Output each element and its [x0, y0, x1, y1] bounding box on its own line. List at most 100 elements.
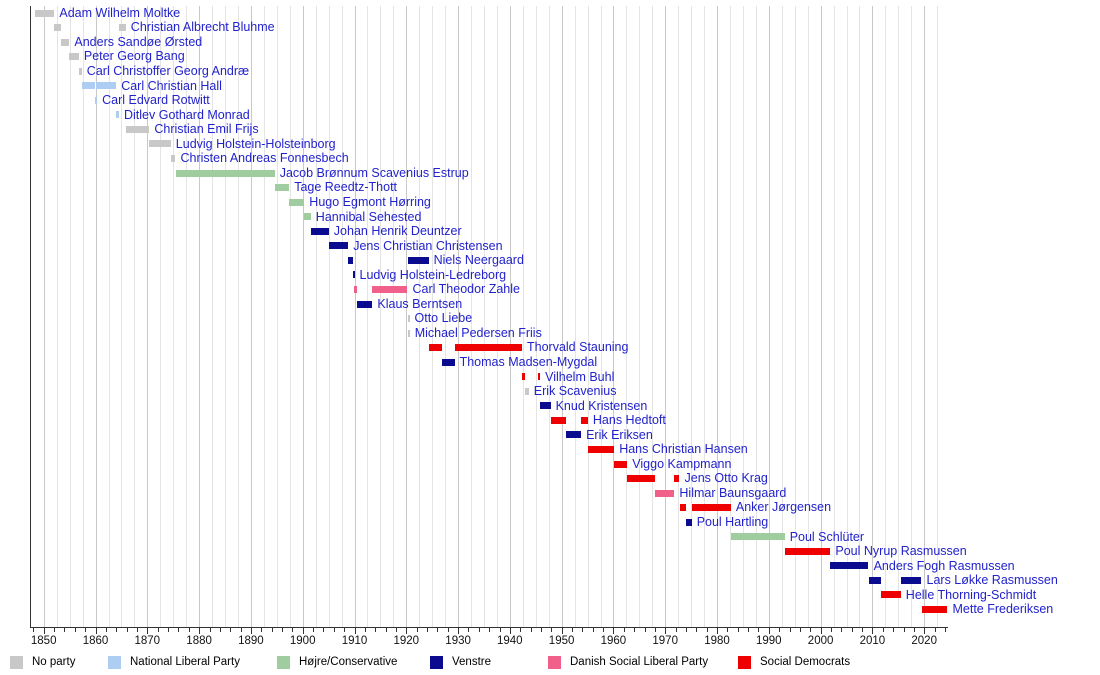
x-axis-minor-tick [240, 628, 242, 632]
gridline [626, 6, 628, 627]
x-axis-tick-label: 1920 [393, 635, 420, 647]
gridline [665, 6, 667, 627]
x-axis-major-tick [768, 628, 770, 634]
pm-name-label: Mette Frederiksen [952, 602, 1054, 617]
x-axis-minor-tick [447, 628, 449, 632]
x-axis-major-tick [250, 628, 252, 634]
pm-name-label: Thorvald Stauning [527, 340, 629, 355]
gridline [937, 6, 939, 627]
gridline [678, 6, 680, 627]
x-axis-major-tick [199, 628, 201, 634]
gridline [717, 6, 718, 627]
pm-name-label: Ludvig Holstein-Ledreborg [359, 267, 507, 282]
pm-name-label: Viggo Kampmann [632, 456, 732, 471]
pm-name-label: Carl Christoffer Georg Andræ [86, 64, 250, 78]
gridline [289, 6, 291, 627]
term-bar [149, 140, 171, 148]
gridline [859, 6, 861, 627]
legend-swatch [10, 656, 23, 669]
term-bar [454, 344, 522, 352]
x-axis-minor-tick [862, 628, 863, 632]
gridline [522, 6, 524, 627]
term-bar [674, 475, 680, 482]
gridline [458, 6, 460, 627]
x-axis-minor-tick [219, 628, 221, 632]
x-axis-minor-tick [323, 628, 325, 632]
x-axis-major-tick [665, 628, 667, 634]
x-axis-minor-tick [893, 628, 895, 632]
gridline [872, 6, 874, 627]
x-axis-minor-tick [520, 628, 522, 632]
x-axis-major-tick [509, 628, 511, 634]
pm-name-label: Hannibal Sehested [315, 209, 422, 224]
gridline [432, 6, 434, 627]
gridline [535, 6, 537, 627]
gridline [56, 6, 58, 627]
x-axis-tick-label: 2020 [911, 635, 937, 647]
x-axis-minor-tick [696, 628, 698, 632]
x-axis-tick-label: 1950 [548, 635, 575, 647]
x-axis-minor-tick [540, 628, 542, 632]
gridline [160, 6, 162, 627]
term-bar [627, 475, 656, 482]
gridline [807, 6, 809, 627]
x-axis-minor-tick [644, 628, 646, 632]
gridline [794, 6, 796, 627]
x-axis-minor-tick [64, 628, 66, 632]
term-bar [60, 38, 70, 46]
pm-name-label: Knud Kristensen [555, 398, 648, 413]
gridline [820, 6, 822, 627]
x-axis-minor-tick [385, 628, 387, 632]
term-bar [304, 213, 311, 221]
pm-name-label: Erik Eriksen [586, 427, 653, 442]
x-axis-minor-tick [592, 628, 594, 632]
gridline [600, 6, 602, 627]
pm-name-label: Otto Liebe [414, 311, 473, 326]
gridline [484, 6, 485, 627]
x-axis-minor-tick [489, 628, 491, 632]
pm-name-label: Carl Christian Hall [121, 78, 222, 93]
x-axis-minor-tick [499, 628, 501, 632]
term-bar [34, 9, 55, 17]
legend-swatch [548, 656, 561, 669]
pm-name-label: Anders Fogh Rasmussen [873, 558, 1015, 573]
gridline [69, 6, 71, 627]
term-bar [69, 53, 79, 61]
term-bar [655, 489, 675, 497]
term-bar [170, 155, 176, 162]
pm-name-label: Ludvig Holstein-Holsteinborg [175, 136, 336, 151]
pm-name-label: Thomas Madsen-Mygdal [459, 354, 598, 369]
pm-name-label: Hilmar Baunsgaard [679, 485, 787, 500]
gridline [341, 6, 343, 627]
x-axis-major-tick [561, 628, 563, 634]
gridline [833, 6, 835, 627]
pm-name-label: Carl Theodor Zahle [412, 282, 520, 297]
x-axis-tick-label: 1890 [238, 635, 264, 647]
x-axis-minor-tick [903, 628, 905, 632]
x-axis-minor-tick [572, 628, 573, 632]
x-axis-tick-label: 1930 [445, 635, 471, 647]
x-axis-tick-label: 1850 [30, 635, 57, 647]
pm-name-label: Peter Georg Bang [83, 49, 185, 64]
gridline [406, 6, 408, 627]
gridline [574, 6, 576, 627]
x-axis-tick-label: 1870 [134, 635, 161, 647]
x-axis-minor-tick [654, 628, 656, 632]
term-bar [357, 300, 373, 308]
term-bar [540, 402, 551, 410]
term-bar [522, 373, 525, 381]
legend-label: National Liberal Party [130, 656, 240, 668]
term-bar [921, 606, 948, 613]
x-axis-minor-tick [230, 628, 232, 632]
gridline [186, 6, 188, 627]
term-bar [328, 242, 349, 250]
x-axis-minor-tick [530, 628, 532, 632]
x-axis-minor-tick [551, 628, 553, 632]
x-axis-minor-tick [188, 628, 190, 632]
legend-label: Social Democrats [760, 656, 851, 668]
term-bar [348, 256, 353, 264]
x-axis-minor-tick [882, 628, 884, 632]
term-bar [881, 591, 901, 599]
pm-name-label: Vilhelm Buhl [545, 369, 615, 384]
